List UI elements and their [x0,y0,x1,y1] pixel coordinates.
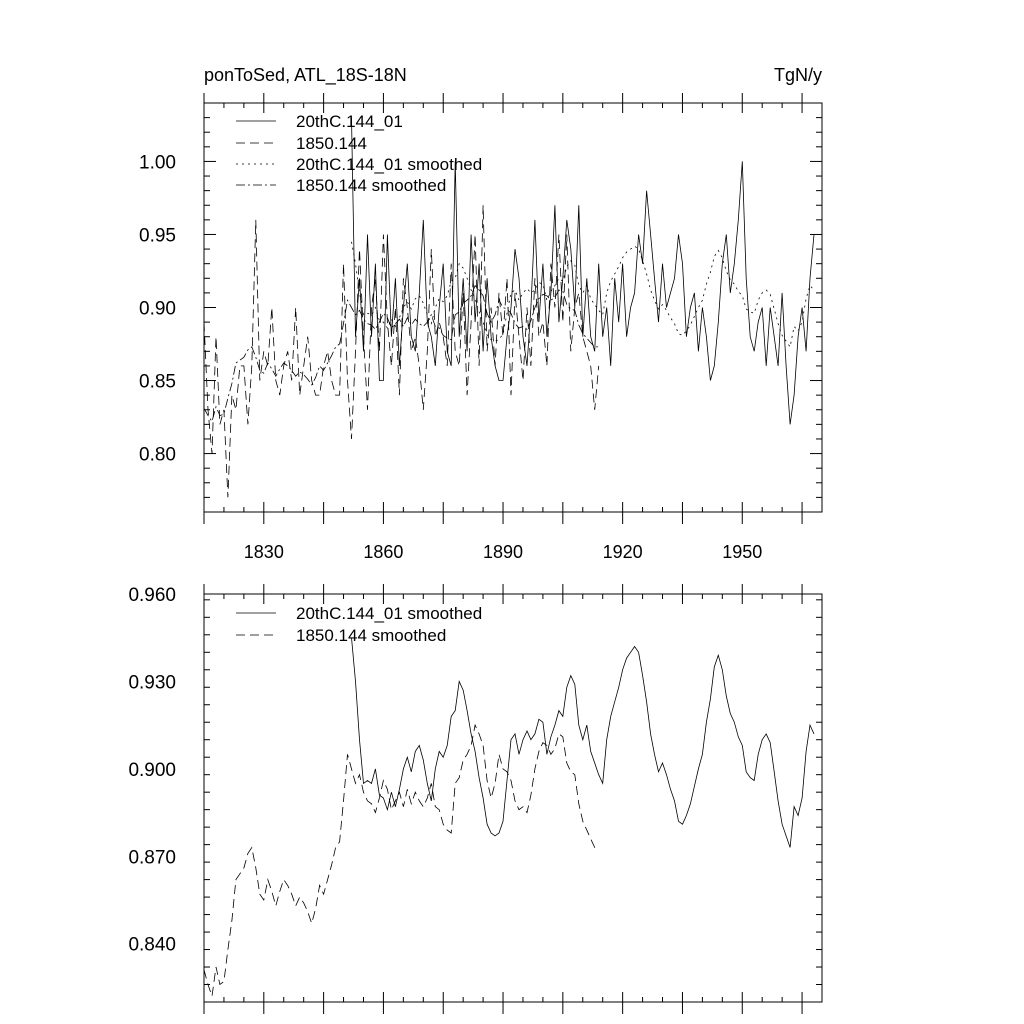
y-tick-label: 0.870 [128,847,176,868]
x-tick-label: 1950 [722,542,762,562]
bottom-panel-frame [203,593,823,1003]
y-tick-label: 1.00 [139,152,176,173]
top-panel-title-right: TgN/y [774,65,822,85]
bottom-panel: 0.840 0.870 0.900 0.930 0.960 20thC.144_01 s… [128,584,823,1014]
legend-label: 20thC.144_01 [296,112,403,131]
bottom-panel-ticks: 0.840 0.870 0.900 0.930 0.960 [128,584,823,1014]
x-tick-label: 1830 [244,542,284,562]
x-tick-label: 1890 [483,542,523,562]
bottom-panel-series [204,637,815,997]
y-tick-label: 0.930 [128,672,176,693]
legend-label: 1850.144 smoothed [296,176,446,195]
legend-label: 1850.144 smoothed [296,626,446,645]
y-tick-label: 0.90 [139,299,176,320]
x-tick-label: 1920 [603,542,643,562]
series-line-1850-144 [204,205,600,498]
x-tick-label: 1860 [363,542,403,562]
top-panel-series [204,117,815,498]
top-panel: ponToSed, ATL_18S-18N TgN/y 1830 1860 1890… [139,65,823,562]
top-panel-title-left: ponToSed, ATL_18S-18N [204,65,407,86]
series-line-20thc-144-01-smoothed [351,637,815,848]
y-tick-label: 0.900 [128,760,176,781]
top-panel-ticks: 1830 1860 1890 1920 1950 0.80 0.85 0.90 0.95 1.00 [139,93,823,562]
y-tick-label: 0.95 [139,225,176,246]
legend-label: 1850.144 [296,134,367,153]
y-tick-label: 0.85 [139,372,176,393]
top-panel-legend: 20thC.144_01 1850.144 20thC.144_01 smoot… [236,112,482,195]
y-tick-label: 0.960 [128,585,176,606]
y-tick-label: 0.80 [139,445,176,466]
legend-label: 20thC.144_01 smoothed [296,604,482,623]
bottom-panel-legend: 20thC.144_01 smoothed 1850.144 smoothed [236,604,482,645]
series-line-20thc-144-01-smoothed [351,241,815,348]
y-tick-label: 0.840 [128,935,176,956]
series-line-1850-144-smoothed [204,723,599,997]
legend-label: 20thC.144_01 smoothed [296,155,482,174]
series-line-1850-144-smoothed [204,284,599,423]
